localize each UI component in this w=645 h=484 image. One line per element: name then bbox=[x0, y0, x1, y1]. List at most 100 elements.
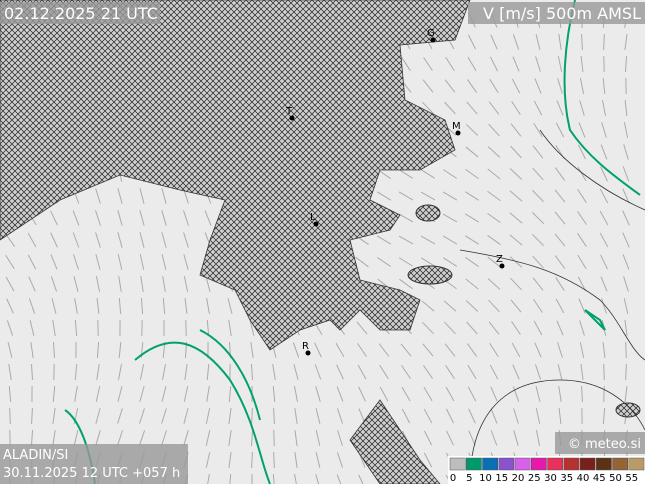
barb bbox=[577, 254, 587, 270]
barb bbox=[140, 297, 144, 315]
barb bbox=[95, 254, 101, 270]
barb bbox=[509, 168, 523, 180]
model-box bbox=[0, 444, 188, 484]
barb bbox=[7, 342, 13, 358]
barb bbox=[30, 429, 34, 447]
barb bbox=[535, 386, 541, 402]
barb bbox=[423, 386, 433, 402]
run: 30.11.2025 12 UTC +057 h bbox=[3, 466, 180, 481]
barb bbox=[468, 408, 476, 424]
barb bbox=[558, 407, 562, 425]
barb bbox=[96, 297, 100, 315]
barb bbox=[466, 343, 478, 357]
barb bbox=[511, 101, 521, 115]
barb bbox=[534, 364, 542, 380]
barb bbox=[357, 343, 367, 357]
barb bbox=[420, 257, 436, 267]
barb bbox=[50, 210, 58, 226]
barb bbox=[464, 235, 480, 245]
barb bbox=[442, 191, 458, 201]
barb bbox=[467, 56, 477, 72]
barb bbox=[183, 430, 189, 446]
barb bbox=[580, 364, 584, 380]
barb bbox=[161, 430, 167, 446]
barb bbox=[118, 364, 122, 380]
barb bbox=[467, 364, 477, 380]
barb bbox=[555, 122, 565, 138]
barb bbox=[272, 473, 275, 484]
barb bbox=[465, 278, 479, 290]
barb bbox=[512, 364, 520, 380]
barb bbox=[294, 474, 297, 484]
barb bbox=[423, 57, 433, 71]
city-dot bbox=[430, 37, 436, 43]
barb bbox=[398, 169, 414, 179]
barb bbox=[443, 169, 457, 179]
barb bbox=[161, 254, 167, 270]
barb bbox=[487, 212, 501, 224]
barb bbox=[512, 386, 520, 402]
barb bbox=[228, 430, 232, 446]
barb bbox=[51, 298, 57, 314]
barb bbox=[315, 386, 321, 402]
barb bbox=[336, 408, 344, 424]
legend-swatch bbox=[579, 457, 596, 471]
isotachs bbox=[64, 0, 641, 484]
barb bbox=[558, 386, 562, 402]
barb bbox=[532, 233, 544, 247]
legend-swatch bbox=[449, 457, 466, 471]
barb bbox=[183, 210, 189, 226]
barb bbox=[468, 430, 476, 446]
barb bbox=[487, 146, 501, 158]
barb bbox=[599, 232, 609, 248]
barb bbox=[96, 341, 100, 359]
barb bbox=[228, 452, 232, 468]
barb bbox=[420, 235, 436, 245]
barb bbox=[184, 297, 188, 315]
barb bbox=[422, 101, 434, 115]
barb bbox=[488, 123, 500, 137]
barb bbox=[5, 276, 15, 292]
barb bbox=[337, 430, 343, 446]
barb bbox=[50, 254, 58, 270]
barb bbox=[9, 407, 11, 425]
barb bbox=[423, 408, 433, 424]
barb bbox=[74, 298, 78, 314]
barb bbox=[489, 364, 499, 380]
legend-swatch bbox=[612, 457, 628, 471]
barb bbox=[336, 364, 344, 380]
barb bbox=[444, 79, 456, 93]
barb bbox=[5, 255, 15, 269]
barb bbox=[28, 298, 36, 314]
barb bbox=[602, 77, 606, 95]
barb bbox=[315, 408, 321, 424]
valid-time: 02.12.2025 21 UTC bbox=[4, 4, 158, 23]
barb bbox=[249, 320, 255, 336]
barb bbox=[183, 232, 189, 248]
barb bbox=[117, 232, 123, 248]
barb bbox=[533, 123, 543, 137]
barb bbox=[533, 100, 543, 116]
barb bbox=[314, 342, 322, 358]
city-label: G bbox=[427, 28, 435, 39]
city-label: L bbox=[310, 212, 316, 223]
time-box bbox=[0, 2, 160, 24]
barb bbox=[442, 257, 458, 267]
barb bbox=[531, 212, 545, 224]
barb bbox=[532, 167, 544, 181]
barb bbox=[556, 100, 564, 116]
barb bbox=[139, 386, 145, 402]
barb bbox=[398, 235, 414, 245]
barb bbox=[489, 56, 499, 72]
barb bbox=[421, 300, 435, 312]
barb bbox=[378, 343, 390, 357]
barb bbox=[161, 232, 167, 248]
legend-swatch bbox=[531, 457, 547, 471]
barb bbox=[117, 430, 123, 446]
barb bbox=[509, 256, 523, 268]
barb bbox=[272, 364, 276, 380]
barb bbox=[228, 408, 232, 424]
barb bbox=[398, 213, 414, 223]
barb bbox=[139, 210, 145, 226]
